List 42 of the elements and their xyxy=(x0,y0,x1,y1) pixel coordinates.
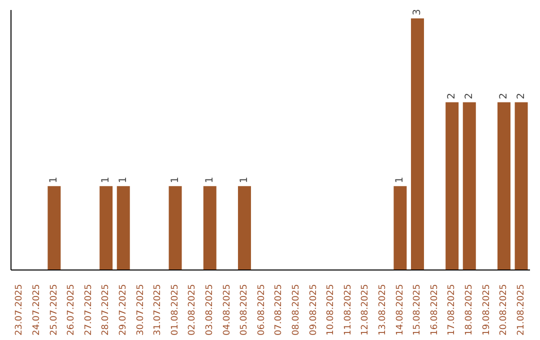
data-label: 1 xyxy=(204,176,216,184)
x-tick-label: 15.08.2025 xyxy=(412,284,423,336)
data-label: 2 xyxy=(516,92,527,100)
x-tick-label: 24.07.2025 xyxy=(32,284,42,336)
x-tick-label: 28.07.2025 xyxy=(101,284,112,336)
data-label: 1 xyxy=(48,176,60,184)
x-tick-label: 18.08.2025 xyxy=(464,284,474,336)
x-tick-label: 19.08.2025 xyxy=(482,284,492,336)
data-label: 2 xyxy=(498,92,510,100)
x-tick-label: 01.08.2025 xyxy=(170,284,180,336)
x-tick-label: 23.07.2025 xyxy=(14,284,25,336)
x-tick-label: 05.08.2025 xyxy=(240,284,250,336)
x-tick-label: 21.08.2025 xyxy=(516,284,526,336)
x-tick-label: 14.08.2025 xyxy=(395,284,406,336)
x-tick-label: 03.08.2025 xyxy=(204,284,215,336)
data-label: 1 xyxy=(100,176,112,184)
x-tick-label: 25.07.2025 xyxy=(49,284,60,336)
data-label: 2 xyxy=(446,92,458,100)
x-tick-label: 07.08.2025 xyxy=(274,284,284,336)
data-label: 1 xyxy=(238,176,250,184)
x-tick-label: 10.08.2025 xyxy=(326,284,336,336)
data-label: 2 xyxy=(464,92,475,100)
data-label: 1 xyxy=(118,176,129,184)
data-label: 3 xyxy=(412,9,423,16)
x-tick-label: 04.08.2025 xyxy=(222,284,232,336)
x-tick-label: 30.07.2025 xyxy=(136,284,146,336)
x-tick-label: 31.07.2025 xyxy=(153,284,164,336)
x-tick-label: 08.08.2025 xyxy=(291,284,302,336)
x-tick-label: 17.08.2025 xyxy=(447,284,458,336)
x-tick-label: 12.08.2025 xyxy=(360,284,371,336)
x-tick-label: 06.08.2025 xyxy=(256,284,267,336)
x-tick-label: 02.08.2025 xyxy=(188,284,198,336)
data-label: 1 xyxy=(170,176,181,184)
x-tick-label: 27.07.2025 xyxy=(84,284,94,336)
x-tick-label: 29.07.2025 xyxy=(118,284,128,336)
data-label: 1 xyxy=(394,176,406,184)
x-tick-label: 26.07.2025 xyxy=(66,284,77,336)
x-tick-label: 11.08.2025 xyxy=(343,284,354,336)
x-tick-label: 16.08.2025 xyxy=(430,284,440,336)
x-tick-label: 13.08.2025 xyxy=(378,284,388,336)
x-tick-label: 20.08.2025 xyxy=(499,284,510,336)
x-tick-label: 09.08.2025 xyxy=(308,284,319,336)
